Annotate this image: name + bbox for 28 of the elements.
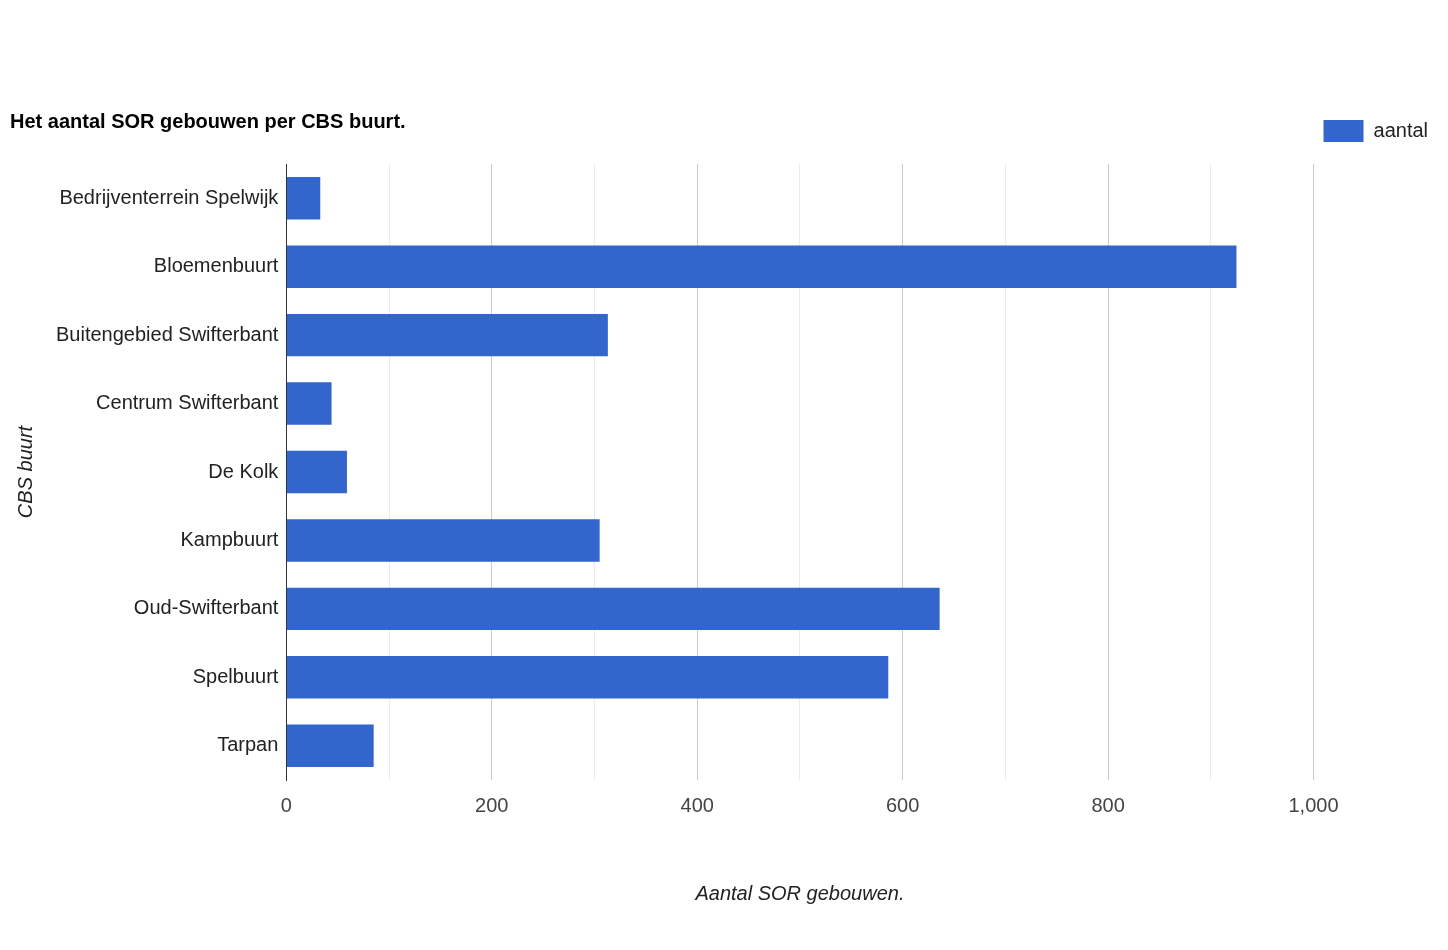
y-tick-label: De Kolk [208, 459, 280, 482]
legend-label: aantal [1373, 118, 1429, 141]
bar [286, 587, 940, 631]
x-tick-label: 600 [885, 793, 920, 816]
y-tick-label: Tarpan [217, 733, 279, 756]
y-tick-label: Bedrijventerrein Spelwijk [59, 185, 280, 208]
x-tick-label: 400 [680, 793, 714, 816]
bar [286, 313, 608, 357]
x-tick-label: 800 [1091, 793, 1125, 816]
bar [286, 724, 374, 767]
x-tick-label: 0 [280, 793, 292, 816]
y-tick-label: Spelbuurt [192, 664, 279, 687]
chart-title: Het aantal SOR gebouwen per CBS buurt. [10, 109, 406, 132]
bar [286, 519, 600, 562]
y-tick-label: Bloemenbuurt [153, 254, 279, 277]
x-tick-label: 200 [475, 793, 509, 816]
x-tick-label: 1,000 [1288, 793, 1339, 816]
bar [286, 245, 1237, 288]
x-axis-title: Aantal SOR gebouwen. [694, 881, 905, 904]
y-tick-label: Oud-Swifterbant [133, 596, 279, 619]
bar [286, 450, 347, 494]
y-axis-title: CBS buurt [13, 424, 36, 519]
y-tick-label: Kampbuurt [180, 527, 279, 550]
y-tick-label: Centrum Swifterbant [96, 391, 279, 414]
bar [286, 382, 332, 425]
bar [286, 177, 321, 220]
y-tick-label: Buitengebied Swifterbant [56, 322, 279, 345]
bar [286, 656, 889, 699]
